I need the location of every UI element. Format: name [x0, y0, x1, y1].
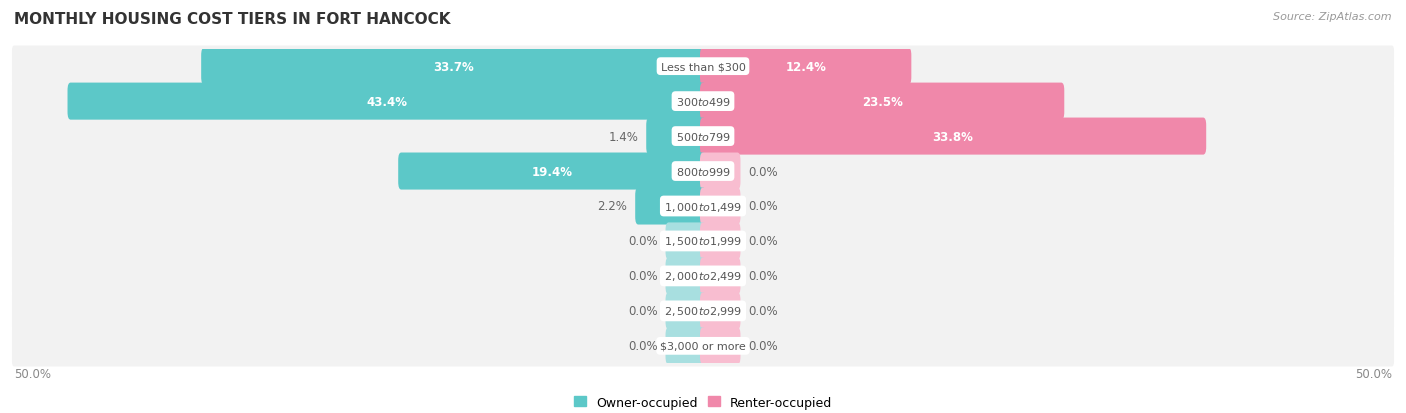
Text: 2.2%: 2.2%: [598, 200, 627, 213]
Text: 43.4%: 43.4%: [367, 95, 408, 108]
FancyBboxPatch shape: [13, 256, 1393, 297]
Text: 0.0%: 0.0%: [628, 305, 658, 318]
Text: 0.0%: 0.0%: [628, 270, 658, 283]
Text: 0.0%: 0.0%: [748, 270, 778, 283]
Text: 12.4%: 12.4%: [785, 61, 827, 74]
Text: 19.4%: 19.4%: [531, 165, 572, 178]
FancyBboxPatch shape: [700, 258, 741, 295]
Text: MONTHLY HOUSING COST TIERS IN FORT HANCOCK: MONTHLY HOUSING COST TIERS IN FORT HANCO…: [14, 12, 450, 27]
Text: $300 to $499: $300 to $499: [675, 96, 731, 108]
FancyBboxPatch shape: [13, 325, 1393, 367]
FancyBboxPatch shape: [665, 293, 706, 330]
Text: 0.0%: 0.0%: [748, 200, 778, 213]
Text: 0.0%: 0.0%: [628, 235, 658, 248]
Text: $800 to $999: $800 to $999: [675, 166, 731, 178]
Text: 33.8%: 33.8%: [932, 130, 973, 143]
FancyBboxPatch shape: [636, 188, 706, 225]
FancyBboxPatch shape: [13, 186, 1393, 227]
FancyBboxPatch shape: [665, 328, 706, 365]
FancyBboxPatch shape: [67, 83, 706, 120]
FancyBboxPatch shape: [13, 46, 1393, 88]
FancyBboxPatch shape: [700, 153, 741, 190]
Text: 0.0%: 0.0%: [628, 339, 658, 352]
Text: 23.5%: 23.5%: [862, 95, 903, 108]
Text: 0.0%: 0.0%: [748, 305, 778, 318]
Text: $2,000 to $2,499: $2,000 to $2,499: [664, 270, 742, 283]
FancyBboxPatch shape: [13, 151, 1393, 192]
FancyBboxPatch shape: [700, 223, 741, 260]
Text: 1.4%: 1.4%: [609, 130, 638, 143]
FancyBboxPatch shape: [700, 328, 741, 365]
Text: 50.0%: 50.0%: [1355, 367, 1392, 380]
Text: $1,500 to $1,999: $1,500 to $1,999: [664, 235, 742, 248]
Text: 0.0%: 0.0%: [748, 165, 778, 178]
Text: 33.7%: 33.7%: [433, 61, 474, 74]
Legend: Owner-occupied, Renter-occupied: Owner-occupied, Renter-occupied: [568, 391, 838, 413]
FancyBboxPatch shape: [665, 258, 706, 295]
Text: Less than $300: Less than $300: [661, 62, 745, 72]
Text: $1,000 to $1,499: $1,000 to $1,499: [664, 200, 742, 213]
FancyBboxPatch shape: [700, 48, 911, 85]
FancyBboxPatch shape: [201, 48, 706, 85]
Text: 50.0%: 50.0%: [14, 367, 51, 380]
Text: $500 to $799: $500 to $799: [675, 131, 731, 143]
FancyBboxPatch shape: [700, 188, 741, 225]
FancyBboxPatch shape: [13, 221, 1393, 262]
Text: Source: ZipAtlas.com: Source: ZipAtlas.com: [1274, 12, 1392, 22]
FancyBboxPatch shape: [647, 118, 706, 155]
Text: 0.0%: 0.0%: [748, 339, 778, 352]
Text: $2,500 to $2,999: $2,500 to $2,999: [664, 305, 742, 318]
FancyBboxPatch shape: [13, 81, 1393, 122]
FancyBboxPatch shape: [700, 293, 741, 330]
FancyBboxPatch shape: [665, 223, 706, 260]
FancyBboxPatch shape: [398, 153, 706, 190]
FancyBboxPatch shape: [13, 291, 1393, 332]
FancyBboxPatch shape: [700, 83, 1064, 120]
FancyBboxPatch shape: [13, 116, 1393, 157]
Text: 0.0%: 0.0%: [748, 235, 778, 248]
FancyBboxPatch shape: [700, 118, 1206, 155]
Text: $3,000 or more: $3,000 or more: [661, 341, 745, 351]
